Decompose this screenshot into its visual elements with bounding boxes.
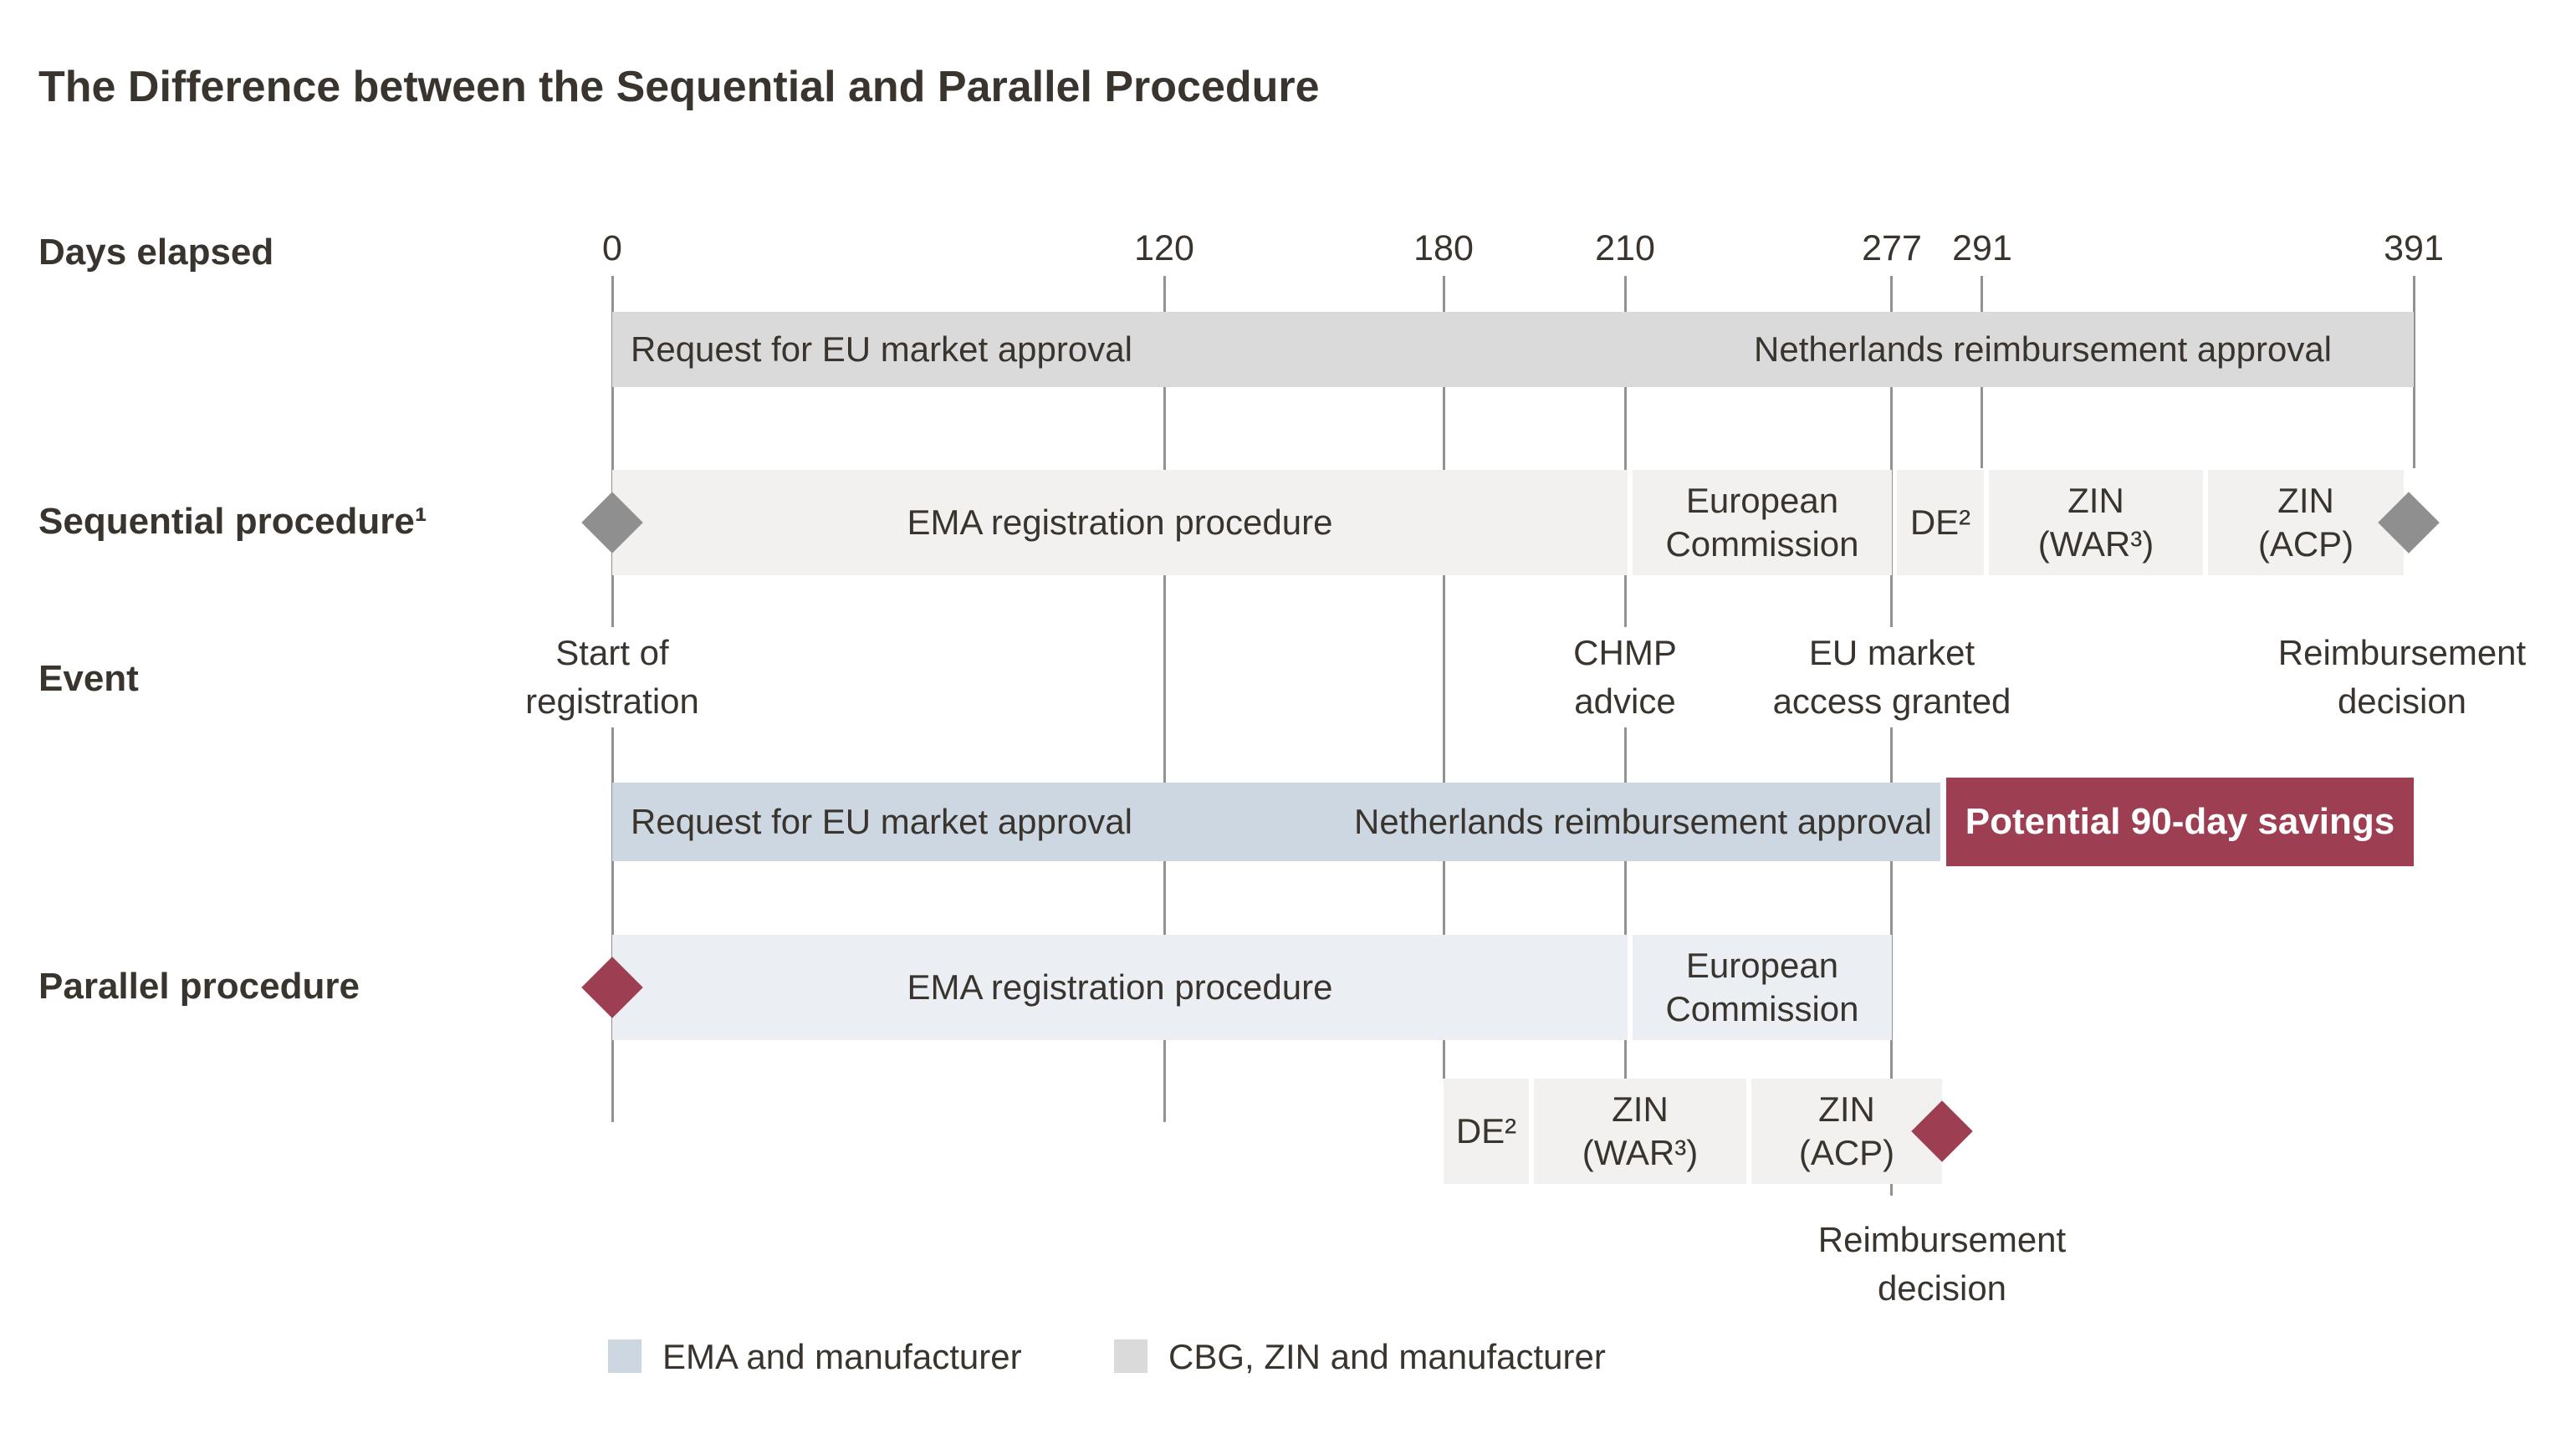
event-eu-market-access-granted: EU market access granted <box>1761 627 2023 727</box>
gridline-day-391 <box>2413 276 2415 468</box>
axis-tick-label-120: 120 <box>1134 228 1194 268</box>
segment-par-european-commission: European Commission <box>1633 935 1892 1040</box>
event-row-label: Event <box>38 658 139 699</box>
request-eu-approval-label-2: Request for EU market approval <box>631 802 1132 841</box>
nl-reimbursement-label: Netherlands reimbursement approval <box>1754 329 2333 369</box>
segment-seq-zin-war: ZIN (WAR³) <box>1989 470 2203 575</box>
axis-tick-label-277: 277 <box>1862 228 1922 268</box>
savings-label: Potential 90-day savings <box>1965 801 2395 842</box>
axis-tick-label-210: 210 <box>1595 228 1655 268</box>
page-title: The Difference between the Sequential an… <box>38 63 1320 111</box>
gridline-day-120 <box>1163 276 1166 1122</box>
event-chmp-advice: CHMP advice <box>1561 627 1689 727</box>
event-reimbursement-decision: Reimbursement decision <box>2266 627 2538 727</box>
axis-tick-label-180: 180 <box>1413 228 1474 268</box>
axis-tick-label-0: 0 <box>602 228 622 268</box>
segment-parsub-de: DE² <box>1444 1079 1529 1184</box>
approval-span-bar: Request for EU market approval Netherlan… <box>612 312 2414 387</box>
sequential-procedure-label: Sequential procedure¹ <box>38 501 427 542</box>
savings-bar: Potential 90-day savings <box>1946 778 2414 866</box>
segment-par-ema-registration: EMA registration procedure <box>612 935 1628 1040</box>
segment-parsub-zin-acp: ZIN (ACP) <box>1751 1079 1942 1184</box>
segment-parsub-zin-war: ZIN (WAR³) <box>1534 1079 1746 1184</box>
segment-seq-ema-registration: EMA registration procedure <box>612 470 1628 575</box>
parallel-procedure-label: Parallel procedure <box>38 966 360 1007</box>
axis-tick-label-291: 291 <box>1952 228 2012 268</box>
legend-label-cbg: CBG, ZIN and manufacturer <box>1168 1337 1606 1376</box>
gridline-day-180 <box>1443 276 1445 1079</box>
segment-seq-zin-acp: ZIN (ACP) <box>2208 470 2404 575</box>
gridline-day-277 <box>1890 276 1893 1196</box>
axis-tick-label-391: 391 <box>2384 228 2444 268</box>
days-elapsed-label: Days elapsed <box>38 232 274 273</box>
legend-label-ema: EMA and manufacturer <box>662 1337 1022 1376</box>
request-eu-approval-label: Request for EU market approval <box>631 329 1132 369</box>
legend-swatch-cbg <box>1114 1339 1147 1373</box>
event-start-of-registration: Start of registration <box>514 627 711 727</box>
segment-seq-european-commission: European Commission <box>1633 470 1892 575</box>
segment-seq-de: DE² <box>1897 470 1984 575</box>
nl-reimbursement-label-2: Netherlands reimbursement approval <box>1353 802 1932 841</box>
parallel-approval-span-bar: Request for EU market approval Netherlan… <box>612 783 1940 861</box>
parallel-reimbursement-decision-label: Reimbursement decision <box>1806 1214 2078 1314</box>
legend-swatch-ema <box>608 1339 641 1373</box>
